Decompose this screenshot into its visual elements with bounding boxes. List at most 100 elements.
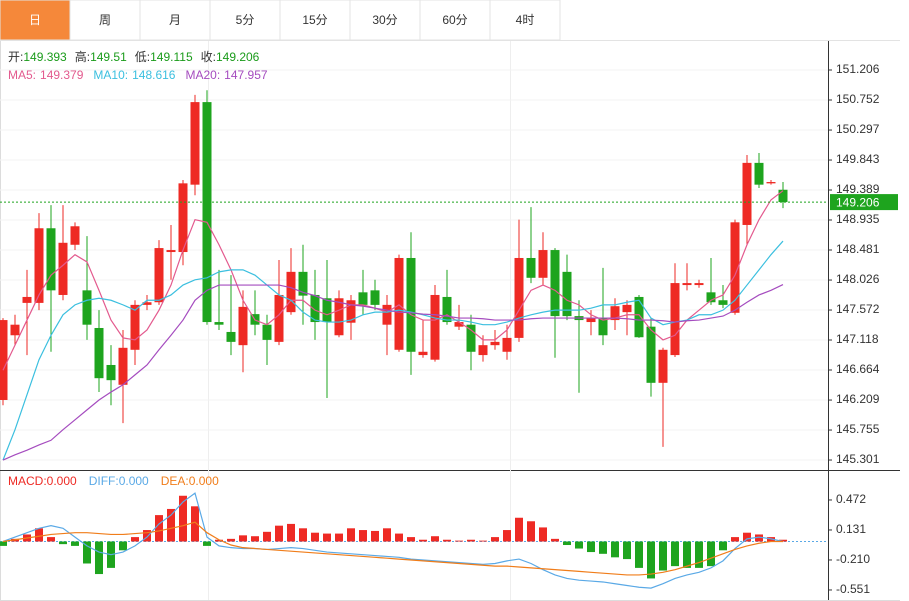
tab-bg[interactable] — [69, 0, 141, 41]
candle-body — [550, 250, 560, 317]
macd-bar — [623, 541, 631, 560]
tab[interactable]: 周 — [69, 0, 141, 41]
macd-bar — [263, 531, 271, 542]
candle-body — [526, 257, 536, 278]
macd-bar — [179, 495, 187, 542]
last-price-tag — [830, 194, 898, 211]
macd-bar — [371, 530, 379, 542]
y-tick-label: 148.935 — [836, 212, 880, 226]
macd-bar — [227, 538, 235, 542]
candle-body — [142, 302, 152, 305]
macd-bar — [323, 533, 331, 542]
legend-value: 0.000 — [189, 474, 219, 488]
candle-body — [358, 292, 368, 305]
y-tick-label: 147.118 — [836, 332, 879, 346]
macd-bar — [167, 508, 175, 542]
candle-body — [478, 345, 488, 356]
tab[interactable]: 5分 — [209, 0, 281, 41]
macd-bar — [551, 538, 559, 542]
tab-bg[interactable] — [419, 0, 491, 41]
macd-bar — [443, 539, 451, 542]
candle-body — [406, 257, 416, 352]
tab[interactable]: 月 — [139, 0, 211, 41]
candle-body — [334, 298, 344, 336]
candle-body — [10, 324, 20, 336]
candle-body — [46, 228, 56, 291]
tab[interactable]: 15分 — [279, 0, 351, 41]
macd-bar — [635, 541, 643, 568]
candle-body — [598, 318, 608, 336]
macd-bar — [155, 515, 163, 542]
tab-label[interactable]: 60分 — [442, 13, 467, 27]
tab-bg[interactable] — [209, 0, 281, 41]
macd-bar — [359, 530, 367, 542]
macd-bar — [239, 535, 247, 542]
last-price-label: 149.206 — [836, 195, 880, 209]
tab[interactable]: 4时 — [489, 0, 561, 41]
candle-body — [202, 102, 212, 323]
candle-body — [118, 347, 128, 385]
candle-body — [466, 324, 476, 352]
tab-label[interactable]: 周 — [99, 13, 111, 27]
candle-body — [514, 257, 524, 338]
macd-bar — [515, 517, 523, 542]
y-tick-label: 146.664 — [836, 362, 880, 376]
candle-body — [322, 298, 332, 323]
ohlc-name: 高: — [75, 49, 90, 64]
tab-bg[interactable] — [279, 0, 351, 41]
y-tick-label: 0.472 — [836, 492, 866, 506]
y-tick-label: 149.389 — [836, 182, 880, 196]
candle-body — [34, 228, 44, 303]
macd-bar — [407, 537, 415, 542]
macd-bar — [0, 541, 7, 546]
macd-bar — [215, 539, 223, 542]
candle-body — [454, 322, 464, 327]
tab-label[interactable]: 月 — [169, 13, 181, 27]
tab[interactable]: 30分 — [349, 0, 421, 41]
tab-label[interactable]: 日 — [29, 13, 41, 27]
ohlc-value: 149.51 — [90, 50, 127, 64]
macd-bar — [419, 539, 427, 542]
tab-label[interactable]: 5分 — [236, 13, 255, 27]
tab[interactable]: 60分 — [419, 0, 491, 41]
candle-body — [238, 306, 248, 346]
macd-bar — [287, 523, 295, 542]
ohlc-header: 开:149.393 高:149.51 低:149.115 收:149.206 — [8, 49, 260, 64]
candle-body — [646, 326, 656, 383]
macd-bar — [575, 541, 583, 549]
macd-bar — [587, 541, 595, 553]
macd-bar — [35, 528, 43, 542]
candle-body — [22, 296, 32, 303]
tab[interactable]: 日 — [0, 0, 71, 41]
macd-bar — [563, 541, 571, 546]
candle-body — [754, 162, 764, 185]
macd-bar — [683, 541, 691, 568]
ma-line — [2, 284, 784, 461]
tab-bg[interactable] — [349, 0, 421, 41]
candle-body — [106, 364, 116, 381]
candle-body — [154, 248, 164, 303]
y-tick-label: 146.209 — [836, 392, 880, 406]
candle-body — [178, 183, 188, 253]
macd-bar — [647, 541, 655, 579]
macd-bar — [143, 530, 151, 542]
candle-body — [70, 226, 80, 245]
macd-bar — [467, 539, 475, 542]
candle-body — [610, 306, 620, 321]
tab-label[interactable]: 15分 — [302, 13, 327, 27]
tab-label[interactable]: 4时 — [516, 13, 535, 27]
candle-body — [130, 304, 140, 350]
ohlc-value: 149.206 — [216, 50, 260, 64]
candle-body — [682, 283, 692, 286]
tab-bg[interactable] — [489, 0, 561, 41]
macd-bar — [191, 506, 199, 542]
macd-bar — [755, 534, 763, 542]
candle-body — [778, 189, 788, 203]
candle-body — [718, 300, 728, 305]
y-tick-label: 145.301 — [836, 452, 880, 466]
candle-body — [394, 257, 404, 350]
tab-label[interactable]: 30分 — [372, 13, 397, 27]
y-tick-label: 147.572 — [836, 302, 880, 316]
